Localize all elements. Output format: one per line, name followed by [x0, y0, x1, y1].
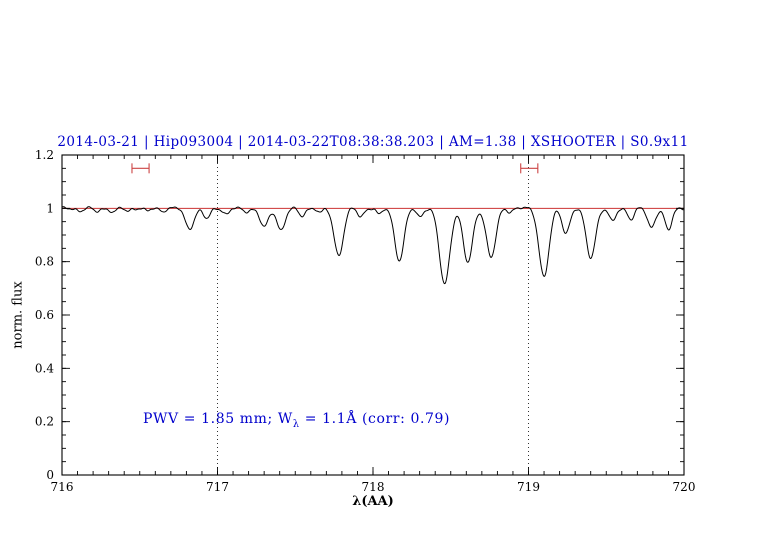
pwv-annotation-lambda-subscript: λ: [292, 418, 300, 430]
x-tick-label: 719: [517, 480, 540, 494]
x-tick-label: 720: [673, 480, 696, 494]
y-tick-label: 0: [46, 468, 54, 482]
y-tick-label: 1: [46, 201, 54, 215]
x-tick-label: 716: [51, 480, 74, 494]
continuum-marker: [520, 163, 539, 174]
y-tick-label: 0.2: [35, 415, 54, 429]
x-tick-label: 718: [362, 480, 385, 494]
pwv-annotation: PWV = 1.85 mm; Wλ = 1.1Å (corr: 0.79): [143, 411, 450, 430]
plot-title: 2014-03-21 | Hip093004 | 2014-03-22T08:3…: [57, 134, 689, 150]
y-tick-label: 0.8: [35, 255, 54, 269]
y-tick-label: 1.2: [35, 148, 54, 162]
axis-frame: [61, 154, 685, 476]
x-axis-label: λ(AA): [352, 494, 394, 509]
y-tick-label: 0.6: [35, 308, 54, 322]
spectrum-line: [61, 206, 685, 285]
pwv-annotation-suffix: = 1.1Å (corr: 0.79): [299, 411, 451, 427]
continuum-marker: [131, 163, 150, 174]
x-tick-label: 717: [206, 480, 229, 494]
y-tick-label: 0.4: [35, 361, 54, 375]
